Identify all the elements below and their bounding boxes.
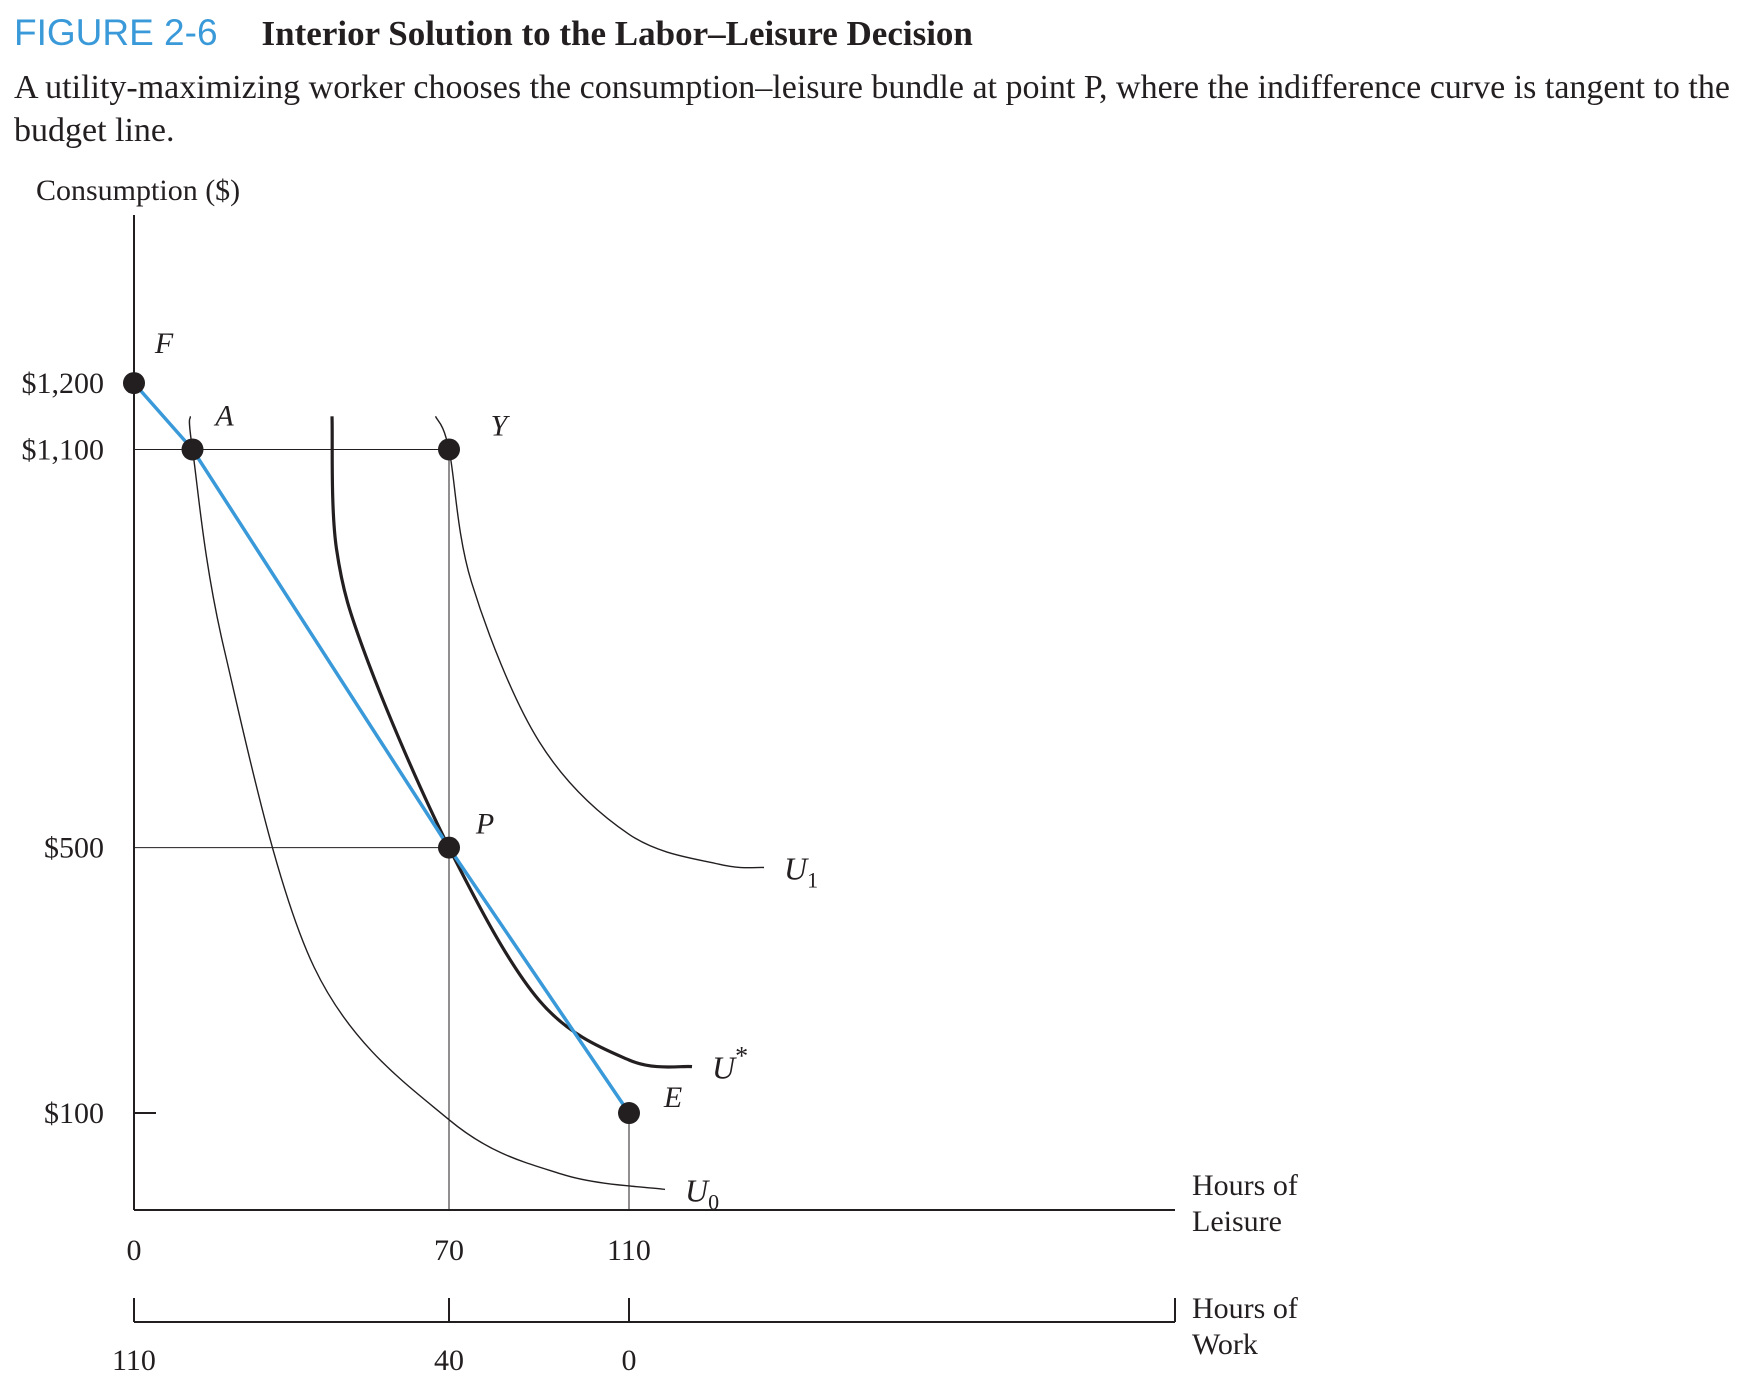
figure-header: FIGURE 2-6 Interior Solution to the Labo…: [14, 8, 1734, 152]
x2-tick-label: 110: [112, 1344, 156, 1377]
point-p: [438, 836, 460, 859]
figure-title: Interior Solution to the Labor–Leisure D…: [261, 14, 973, 53]
point-label-y: Y: [491, 409, 511, 442]
figure-label: FIGURE 2-6: [14, 12, 218, 53]
point-y: [438, 438, 460, 461]
x2-tick-label: 0: [622, 1344, 637, 1377]
point-a: [181, 438, 204, 461]
curve-label-u0: U0: [685, 1172, 719, 1214]
curve-label-ustar: U*: [712, 1042, 748, 1086]
point-e: [618, 1102, 640, 1125]
indifference-curve-u1: [434, 415, 765, 869]
point-label-f: F: [154, 327, 174, 360]
point-label-e: E: [663, 1081, 682, 1114]
indifference-curve-u0: [188, 416, 666, 1191]
y-axis-label: Consumption ($): [36, 174, 240, 207]
y-tick-label: $1,200: [22, 367, 105, 400]
point-f: [123, 372, 145, 395]
x-tick-label: 70: [434, 1234, 464, 1267]
point-label-p: P: [475, 808, 494, 841]
x-tick-label: 110: [607, 1234, 651, 1267]
x2-axis-label: Hours of Work: [1192, 1292, 1298, 1361]
x-axis-label: Hours of Leisure: [1192, 1169, 1298, 1238]
y-tick-label: $100: [44, 1097, 104, 1130]
point-label-a: A: [213, 399, 234, 432]
indifference-curve-ustar: [330, 416, 693, 1069]
figure-caption: A utility-maximizing worker chooses the …: [14, 69, 1730, 149]
curve-label-u1: U1: [784, 851, 818, 893]
x-tick-label: 0: [127, 1234, 142, 1267]
x2-tick-label: 40: [434, 1344, 464, 1377]
y-tick-label: $500: [44, 832, 104, 865]
figure-heading: FIGURE 2-6 Interior Solution to the Labo…: [14, 8, 1734, 66]
budget-line: [132, 381, 631, 1114]
y-tick-label: $1,100: [22, 433, 105, 466]
